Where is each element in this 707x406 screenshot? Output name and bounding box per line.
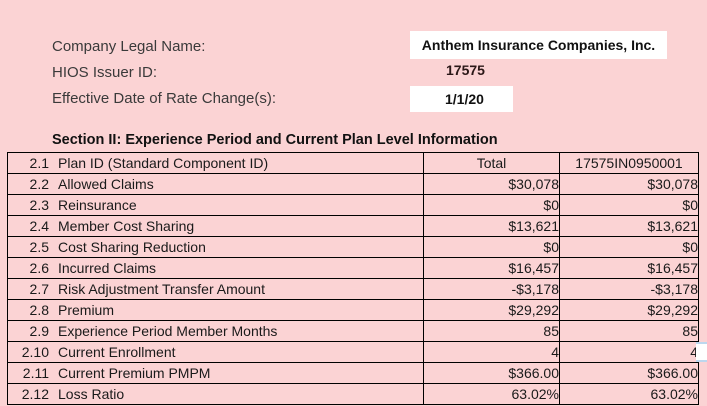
- table-row-2-1: 2.1 Plan ID (Standard Component ID) Total…: [7, 152, 699, 174]
- row-label-cell[interactable]: 2.10 Current Enrollment: [7, 341, 424, 363]
- hios-issuer-id-value[interactable]: 17575: [446, 62, 485, 78]
- total-value-cell[interactable]: 63.02%: [423, 383, 560, 405]
- total-value-cell[interactable]: $16,457: [423, 257, 560, 279]
- row-label-cell[interactable]: 2.12 Loss Ratio: [7, 383, 424, 405]
- row-label: Experience Period Member Months: [58, 323, 278, 339]
- total-value-cell[interactable]: 4: [423, 341, 560, 363]
- row-label: Premium: [58, 302, 115, 318]
- row-number: 2.6: [29, 260, 49, 276]
- row-number: 2.2: [29, 176, 49, 192]
- row-label: Current Enrollment: [58, 344, 176, 360]
- row-number: 2.7: [29, 281, 49, 297]
- table-row-2-5: 2.5 Cost Sharing Reduction $0 $0: [7, 236, 699, 258]
- row-number: 2.10: [21, 344, 49, 360]
- row-label: Loss Ratio: [58, 386, 125, 402]
- plan-value-cell-selected[interactable]: 4: [559, 341, 699, 363]
- row-label: Risk Adjustment Transfer Amount: [58, 281, 265, 297]
- total-value-cell[interactable]: $366.00: [423, 362, 560, 384]
- total-value-cell[interactable]: 85: [423, 320, 560, 342]
- row-number: 2.3: [29, 197, 49, 213]
- table-row-2-3: 2.3 Reinsurance $0 $0: [7, 194, 699, 216]
- table-row-2-11: 2.11 Current Premium PMPM $366.00 $366.00: [7, 362, 699, 384]
- company-legal-name-field[interactable]: Anthem Insurance Companies, Inc.: [410, 31, 667, 59]
- table-row-2-6: 2.6 Incurred Claims $16,457 $16,457: [7, 257, 699, 279]
- row-label: Member Cost Sharing: [58, 218, 195, 234]
- row-label: Cost Sharing Reduction: [58, 239, 206, 255]
- selection-extension: [696, 342, 707, 362]
- row-label: Reinsurance: [58, 197, 137, 213]
- total-value-cell[interactable]: $30,078: [423, 173, 560, 195]
- plan-value-cell[interactable]: $30,078: [559, 173, 699, 195]
- total-value-cell[interactable]: $13,621: [423, 215, 560, 237]
- row-label: Incurred Claims: [58, 260, 157, 276]
- row-number: 2.11: [22, 365, 49, 381]
- table-row-2-7: 2.7 Risk Adjustment Transfer Amount -$3,1…: [7, 278, 699, 300]
- row-number: 2.9: [29, 323, 49, 339]
- row-number: 2.1: [29, 155, 49, 171]
- plan-id-header-cell[interactable]: 17575IN0950001: [559, 152, 699, 174]
- plan-value-cell[interactable]: 85: [559, 320, 699, 342]
- row-label-cell[interactable]: 2.3 Reinsurance: [7, 194, 424, 216]
- plan-value-cell[interactable]: $16,457: [559, 257, 699, 279]
- row-label-cell[interactable]: 2.11 Current Premium PMPM: [7, 362, 424, 384]
- total-value-cell[interactable]: $29,292: [423, 299, 560, 321]
- plan-value-cell[interactable]: 63.02%: [559, 383, 699, 405]
- plan-value-cell[interactable]: $13,621: [559, 215, 699, 237]
- effective-date-field[interactable]: 1/1/20: [410, 86, 513, 112]
- company-legal-name-label: Company Legal Name:: [52, 38, 206, 55]
- row-label-cell[interactable]: 2.2 Allowed Claims: [7, 173, 424, 195]
- plan-value-cell[interactable]: -$3,178: [559, 278, 699, 300]
- row-number: 2.4: [29, 218, 49, 234]
- total-value-cell[interactable]: $0: [423, 194, 560, 216]
- plan-value-cell[interactable]: $29,292: [559, 299, 699, 321]
- experience-period-table: 2.1 Plan ID (Standard Component ID) Total…: [7, 152, 699, 405]
- total-value-cell[interactable]: $0: [423, 236, 560, 258]
- row-label: Current Premium PMPM: [58, 365, 211, 381]
- row-label: Allowed Claims: [58, 176, 154, 192]
- row-label-cell[interactable]: 2.4 Member Cost Sharing: [7, 215, 424, 237]
- row-number: 2.8: [29, 302, 49, 318]
- plan-value-cell[interactable]: $0: [559, 194, 699, 216]
- row-label-cell[interactable]: 2.1 Plan ID (Standard Component ID): [7, 152, 424, 174]
- row-label-cell[interactable]: 2.8 Premium: [7, 299, 424, 321]
- table-row-2-9: 2.9 Experience Period Member Months 85 85: [7, 320, 699, 342]
- section-title: Section II: Experience Period and Curren…: [52, 132, 498, 148]
- table-row-2-2: 2.2 Allowed Claims $30,078 $30,078: [7, 173, 699, 195]
- effective-date-label: Effective Date of Rate Change(s):: [52, 90, 277, 107]
- row-label-cell[interactable]: 2.9 Experience Period Member Months: [7, 320, 424, 342]
- table-row-2-12: 2.12 Loss Ratio 63.02% 63.02%: [7, 383, 699, 405]
- total-header-cell[interactable]: Total: [423, 152, 560, 174]
- row-number: 2.12: [21, 386, 49, 402]
- row-label: Plan ID (Standard Component ID): [58, 155, 269, 171]
- table-row-2-4: 2.4 Member Cost Sharing $13,621 $13,621: [7, 215, 699, 237]
- table-row-2-10-selected: 2.10 Current Enrollment 4 4: [7, 341, 699, 363]
- plan-value-cell[interactable]: $0: [559, 236, 699, 258]
- row-label-cell[interactable]: 2.5 Cost Sharing Reduction: [7, 236, 424, 258]
- total-value-cell[interactable]: -$3,178: [423, 278, 560, 300]
- row-number: 2.5: [29, 239, 49, 255]
- plan-value-cell[interactable]: $366.00: [559, 362, 699, 384]
- hios-issuer-id-label: HIOS Issuer ID:: [52, 64, 158, 81]
- row-label-cell[interactable]: 2.7 Risk Adjustment Transfer Amount: [7, 278, 424, 300]
- table-row-2-8: 2.8 Premium $29,292 $29,292: [7, 299, 699, 321]
- row-label-cell[interactable]: 2.6 Incurred Claims: [7, 257, 424, 279]
